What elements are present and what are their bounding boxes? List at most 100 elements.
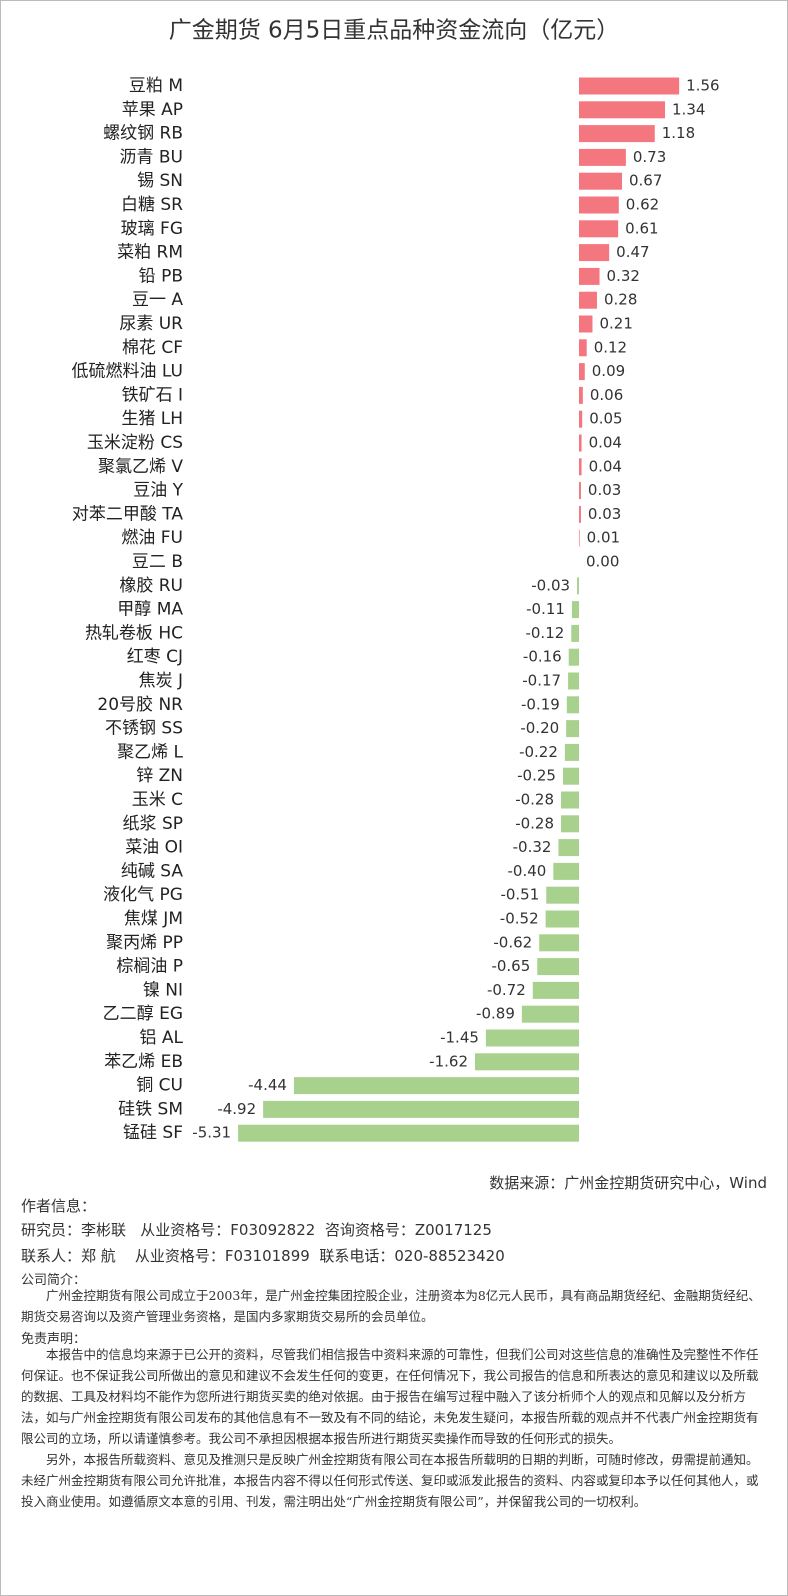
bar — [579, 410, 583, 428]
category-label: 豆二 B — [132, 552, 183, 572]
value-label: 1.34 — [672, 100, 705, 118]
bar — [561, 815, 579, 833]
value-label: -0.17 — [522, 672, 561, 690]
bar — [579, 363, 585, 381]
value-label: 0.32 — [607, 267, 640, 285]
bar — [564, 743, 579, 761]
bar — [579, 505, 581, 523]
value-label: -0.11 — [526, 600, 565, 618]
bar — [263, 1100, 579, 1118]
value-label: -1.62 — [429, 1052, 468, 1070]
bar — [579, 77, 680, 95]
bar — [579, 482, 581, 500]
value-label: -4.92 — [217, 1100, 256, 1118]
value-label: -0.51 — [500, 886, 539, 904]
category-label: 豆油 Y — [133, 481, 183, 501]
category-label: 镍 NI — [143, 980, 183, 1000]
bar — [579, 125, 655, 143]
value-label: -5.31 — [192, 1124, 231, 1142]
value-label: -0.16 — [523, 648, 562, 666]
value-label: -0.25 — [517, 767, 556, 785]
category-label: 尿素 UR — [119, 314, 183, 334]
source: 数据来源：广州金控期货研究中心，Wind — [489, 1174, 767, 1192]
value-label: 1.18 — [662, 124, 695, 142]
value-label: -0.62 — [493, 933, 532, 951]
bar — [566, 720, 579, 738]
value-label: -0.65 — [491, 957, 530, 975]
bar — [579, 101, 666, 119]
bar — [521, 1005, 579, 1023]
bar — [539, 934, 579, 952]
category-label: 铁矿石 I — [122, 385, 183, 405]
bar — [579, 196, 619, 214]
category-label: 焦炭 J — [139, 671, 183, 691]
bar — [558, 839, 579, 857]
company-text: 广州金控期货有限公司成立于2003年，是广州金控集团控股企业，注册资本为8亿元人… — [21, 1288, 761, 1324]
value-label: -0.40 — [508, 862, 547, 880]
value-label: -0.28 — [515, 814, 554, 832]
value-label: 0.61 — [625, 219, 658, 237]
category-label: 低硫燃料油 LU — [72, 362, 183, 382]
category-label: 20号胶 NR — [97, 695, 183, 715]
disclaimer-text: 本报告中的信息均来源于已公开的资料，尽管我们相信报告中资料来源的可靠性，但我们公… — [21, 1347, 759, 1446]
bar — [562, 767, 579, 785]
category-label: 菜油 OI — [125, 838, 183, 858]
company-heading: 公司简介： — [21, 1273, 87, 1288]
bar — [579, 148, 626, 166]
value-label: -1.45 — [440, 1029, 479, 1047]
chart: 广金期货 6月5日重点品种资金流向（亿元） 豆粕 M 1.56 苹果 AP 1.34 螺… — [72, 18, 720, 1144]
value-label: 1.56 — [686, 77, 719, 95]
category-label: 生猪 LH — [121, 409, 183, 429]
category-label: 锰硅 SF — [123, 1123, 183, 1143]
bar — [579, 220, 619, 238]
bar — [571, 601, 579, 619]
value-label: 0.03 — [588, 481, 621, 499]
value-label: -0.03 — [531, 576, 570, 594]
category-label: 纸浆 SP — [123, 814, 183, 834]
value-label: -0.20 — [520, 719, 559, 737]
category-label: 硅铁 SM — [118, 1099, 183, 1119]
bar — [579, 339, 587, 357]
category-label: 玉米淀粉 CS — [87, 433, 183, 453]
category-label: 棉花 CF — [122, 338, 183, 358]
value-label: 0.62 — [626, 196, 659, 214]
value-label: -0.22 — [519, 743, 558, 761]
bar — [553, 862, 579, 880]
value-label: -4.44 — [248, 1076, 287, 1094]
bar — [579, 386, 583, 404]
bar — [579, 458, 582, 476]
value-label: -0.89 — [476, 1005, 515, 1023]
category-label: 对苯二甲酸 TA — [72, 504, 183, 524]
bar — [579, 529, 580, 547]
value-label: -0.72 — [487, 981, 526, 999]
value-label: -0.28 — [515, 791, 554, 809]
category-label: 棕榈油 P — [116, 957, 183, 977]
bar — [545, 910, 579, 928]
value-label: 0.21 — [599, 315, 632, 333]
value-label: 0.09 — [592, 362, 625, 380]
bar — [293, 1077, 579, 1095]
value-label: 0.04 — [589, 434, 622, 452]
category-label: 铅 PB — [139, 266, 183, 286]
bar — [566, 696, 579, 714]
value-label: 0.12 — [594, 338, 627, 356]
category-label: 铜 CU — [136, 1076, 183, 1096]
category-label: 聚乙烯 L — [117, 742, 183, 762]
category-label: 玻璃 FG — [121, 219, 183, 239]
category-label: 焦煤 JM — [124, 909, 183, 929]
bar — [485, 1029, 579, 1047]
bar — [546, 886, 579, 904]
category-label: 燃油 FU — [121, 528, 183, 548]
bar — [568, 648, 579, 666]
bar — [577, 577, 579, 595]
value-label: 0.05 — [589, 410, 622, 428]
category-label: 沥青 BU — [119, 147, 183, 167]
bar — [474, 1053, 579, 1071]
category-label: 聚丙烯 PP — [106, 933, 183, 953]
bar — [568, 672, 579, 690]
value-label: 0.47 — [616, 243, 649, 261]
bar — [579, 434, 582, 452]
bar — [579, 291, 597, 309]
value-label: 0.03 — [588, 505, 621, 523]
value-label: -0.52 — [500, 910, 539, 928]
